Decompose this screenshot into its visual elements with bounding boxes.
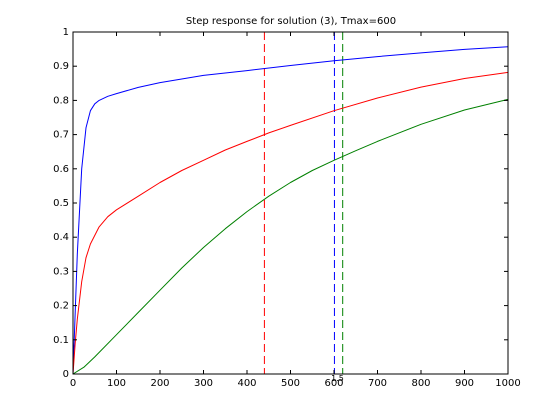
series-line-0 bbox=[72, 46, 509, 375]
x-tick-label: 700 bbox=[368, 378, 387, 389]
y-tick-label: 0.9 bbox=[53, 61, 69, 72]
y-tick-label: 0.4 bbox=[53, 232, 69, 243]
x-tick-label: 1000 bbox=[495, 378, 520, 389]
x-tick-label: 200 bbox=[150, 378, 169, 389]
series-line-1 bbox=[72, 71, 509, 375]
vertical-marker-lines bbox=[263, 32, 344, 374]
y-tick-label: 0.6 bbox=[53, 164, 69, 175]
series-line-2 bbox=[72, 98, 509, 375]
y-tick-label: 0.3 bbox=[53, 266, 69, 277]
y-tick-label: 0 bbox=[63, 369, 69, 380]
y-tick-label: 0.7 bbox=[53, 130, 69, 141]
y-tick-label: 1 bbox=[63, 27, 69, 38]
chart-title: Step response for solution (3), Tmax=600 bbox=[186, 16, 396, 27]
x-tick-label: 100 bbox=[107, 378, 126, 389]
y-tick-label: 0.1 bbox=[53, 335, 69, 346]
x-tick-label: 0 bbox=[70, 378, 76, 389]
x-tick-label: 800 bbox=[411, 378, 430, 389]
x-tick-label: 400 bbox=[237, 378, 256, 389]
x-tick-label: 900 bbox=[455, 378, 474, 389]
y-axis-ticks: 0 0.1 0.2 0.3 0.4 0.5 0.6 0.7 0.8 0.9 1 bbox=[53, 27, 508, 380]
y-tick-label: 0.2 bbox=[53, 301, 69, 312]
x-tick-label: 600 bbox=[324, 378, 343, 389]
series-lines bbox=[72, 46, 509, 375]
y-tick-label: 0.5 bbox=[53, 198, 69, 209]
plot-area bbox=[73, 32, 508, 374]
x-tick-label: 500 bbox=[281, 378, 300, 389]
annotations: 1.5 bbox=[331, 374, 344, 383]
y-tick-label: 0.8 bbox=[53, 95, 69, 106]
x-axis-ticks: 0 100 200 300 400 500 600 700 800 900 1000 bbox=[70, 32, 521, 389]
x-tick-label: 300 bbox=[194, 378, 213, 389]
annotation-label: 1.5 bbox=[331, 374, 344, 383]
